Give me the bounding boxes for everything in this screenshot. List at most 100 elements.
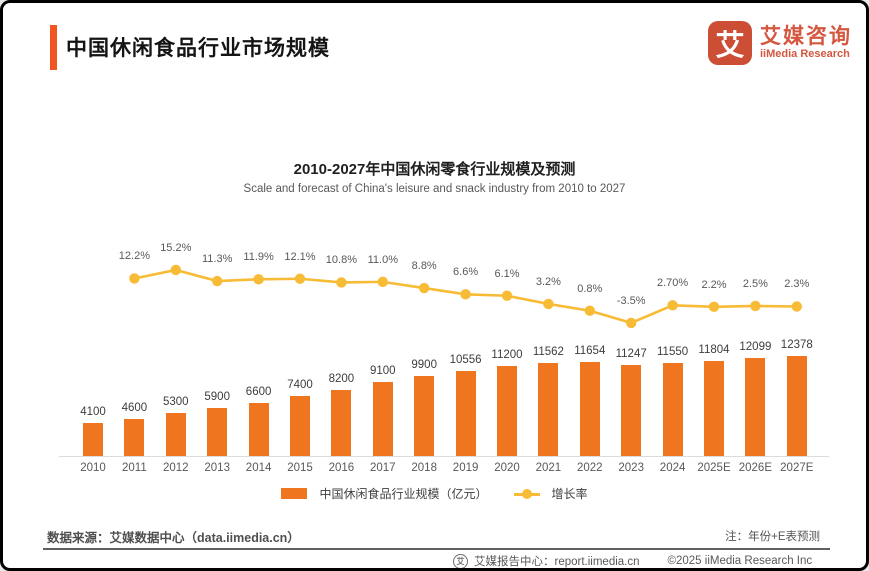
- growth-rate-line: [129, 264, 802, 329]
- legend: 中国休闲食品行业规模（亿元） 增长率: [3, 485, 866, 502]
- line-series-label: 增长率: [551, 487, 588, 501]
- chart-title: 2010-2027年中国休闲零食行业规模及预测: [293, 161, 576, 178]
- iimedia-badge-icon: 艾: [453, 553, 468, 568]
- bar-2026E: [745, 358, 766, 456]
- bar-2018: [414, 376, 435, 456]
- report-center-link: 艾媒报告中心：report.iimedia.cn: [474, 556, 640, 568]
- bar-value-label: 6600: [245, 386, 272, 398]
- growth-marker: [377, 276, 388, 288]
- growth-marker: [626, 317, 637, 329]
- bar-2011: [124, 419, 145, 456]
- growth-marker: [419, 282, 430, 294]
- bar-value-label: 9100: [370, 365, 396, 377]
- growth-rate-label: 6.1%: [494, 267, 520, 280]
- bar-series-label: 中国休闲食品行业规模（亿元）: [319, 487, 488, 501]
- copyright-text: ©2025 iiMedia Research Inc: [667, 555, 813, 567]
- x-axis-label: 2015: [287, 462, 313, 474]
- growth-rate-label: 6.6%: [453, 266, 479, 279]
- bar-2024: [662, 363, 683, 456]
- bar-2014: [248, 403, 269, 456]
- bar-2017: [372, 382, 393, 456]
- growth-rate-label: 8.8%: [411, 260, 437, 273]
- x-axis-line: [59, 456, 829, 457]
- x-axis-label: 2027E: [780, 462, 814, 474]
- x-axis-label: 2022: [577, 462, 603, 474]
- plot-area: 4100 2010 4600 2011 5300 2012 5900 2013 6600 2014…: [3, 3, 866, 568]
- x-axis-label: 2012: [163, 462, 189, 474]
- bar-value-label: 11247: [615, 348, 647, 360]
- growth-rate-label: 11.3%: [202, 253, 233, 266]
- footer-divider: [43, 548, 830, 550]
- bar-value-label: 8200: [328, 373, 355, 385]
- chart-subtitle: Scale and forecast of China's leisure an…: [243, 183, 626, 195]
- bar-2012: [165, 413, 186, 456]
- growth-marker: [294, 273, 306, 284]
- x-axis-label: 2013: [204, 462, 230, 474]
- x-axis-label: 2021: [535, 462, 562, 474]
- bar-2016: [331, 390, 352, 456]
- bar-value-label: 11654: [574, 345, 606, 357]
- bar-value-label: 11550: [657, 346, 689, 358]
- forecast-note: 注：年份+E表预测: [725, 531, 820, 543]
- x-axis-label: 2024: [659, 462, 686, 474]
- logo-name-en: iiMedia Research: [760, 47, 850, 60]
- x-axis-label: 2023: [618, 462, 644, 474]
- growth-marker: [584, 305, 595, 316]
- growth-rate-label: 0.8%: [577, 282, 603, 295]
- growth-rate-label: 12.1%: [284, 250, 316, 263]
- growth-marker: [170, 264, 181, 276]
- bar-2025E: [704, 361, 724, 456]
- bar-value-label: 4100: [80, 406, 106, 418]
- bar-value-label: 12378: [780, 339, 813, 351]
- x-axis-label: 2026E: [738, 462, 773, 474]
- bar-value-label: 11804: [698, 344, 730, 356]
- data-source: 数据来源：艾媒数据中心（data.iimedia.cn）: [47, 531, 300, 545]
- x-axis-label: 2025E: [697, 462, 731, 474]
- bar-2021: [538, 363, 559, 456]
- iimedia-logo: 艾 艾媒咨询 iiMedia Research: [708, 21, 852, 65]
- bar-series-swatch-icon: [281, 488, 308, 499]
- growth-marker: [460, 289, 471, 300]
- x-axis-label: 2010: [80, 462, 106, 474]
- bar-value-label: 10556: [449, 354, 482, 366]
- x-axis-label: 2017: [370, 462, 396, 474]
- bar-2022: [579, 362, 600, 456]
- x-axis-label: 2011: [122, 462, 147, 474]
- logo-name-cn: 艾媒咨询: [760, 24, 852, 48]
- growth-marker: [253, 274, 264, 285]
- bar-value-label: 11200: [491, 349, 523, 361]
- iimedia-logo-icon: 艾: [708, 21, 752, 65]
- growth-marker: [212, 275, 223, 287]
- title-accent-bar: [50, 25, 57, 70]
- growth-rate-label: -3.5%: [616, 294, 646, 307]
- growth-marker: [129, 273, 140, 284]
- growth-marker: [708, 301, 720, 312]
- x-axis-label: 2018: [411, 462, 437, 474]
- iimedia-logo-text: 艾媒咨询 iiMedia Research: [760, 25, 852, 61]
- growth-marker: [336, 277, 347, 288]
- growth-rate-label: 11.0%: [367, 253, 398, 266]
- growth-rate-label: 2.5%: [742, 277, 768, 290]
- bar-value-label: 5300: [163, 396, 189, 408]
- bar-value-label: 11562: [532, 346, 564, 358]
- line-series-swatch-icon: [513, 488, 540, 499]
- growth-rate-label: 2.2%: [701, 278, 727, 291]
- bar-2019: [455, 371, 476, 456]
- growth-rate-label: 2.70%: [656, 277, 689, 290]
- growth-marker: [667, 300, 678, 311]
- x-axis-label: 2014: [245, 462, 272, 474]
- x-axis-label: 2020: [494, 462, 520, 474]
- bar-value-label: 9900: [411, 359, 437, 371]
- growth-rate-label: 12.2%: [118, 250, 150, 263]
- growth-rate-label: 11.9%: [243, 251, 274, 264]
- growth-rate-label: 15.2%: [160, 241, 192, 254]
- growth-marker: [791, 301, 802, 312]
- growth-marker: [750, 300, 761, 312]
- growth-marker: [543, 298, 554, 310]
- bar-value-label: 5900: [204, 391, 230, 403]
- page-title: 中国休闲食品行业市场规模: [66, 37, 330, 60]
- bar-2023: [621, 365, 642, 456]
- footer: 艾 艾媒报告中心：report.iimedia.cn ©2025 iiMedia…: [453, 553, 813, 568]
- bar-value-label: 7400: [287, 379, 313, 391]
- x-axis-label: 2016: [328, 462, 355, 474]
